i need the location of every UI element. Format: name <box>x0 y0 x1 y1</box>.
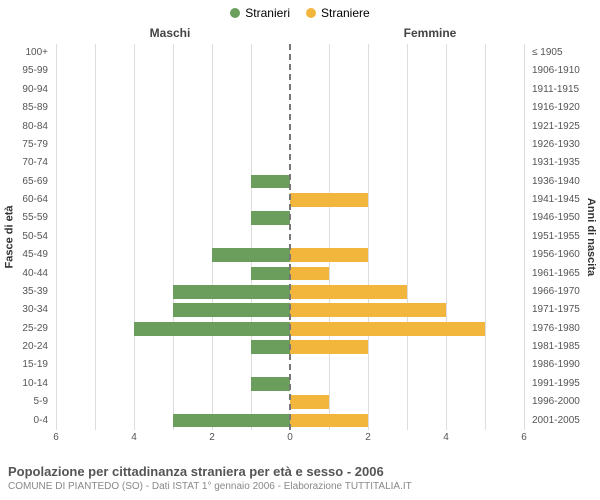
ytick-age: 10-14 <box>0 375 48 393</box>
bar-female <box>290 395 329 409</box>
ytick-age: 55-59 <box>0 209 48 227</box>
xtick: 4 <box>131 432 137 443</box>
ytick-age: 90-94 <box>0 81 48 99</box>
ytick-birth: 1916-1920 <box>532 99 600 117</box>
ytick-age: 70-74 <box>0 154 48 172</box>
bar-male <box>173 414 290 428</box>
ytick-age: 95-99 <box>0 62 48 80</box>
ytick-age: 50-54 <box>0 228 48 246</box>
ytick-age: 25-29 <box>0 320 48 338</box>
legend: Stranieri Straniere <box>0 0 600 20</box>
bar-female <box>290 414 368 428</box>
bar-male <box>251 340 290 354</box>
bar-female <box>290 322 485 336</box>
bar-male <box>251 211 290 225</box>
column-header-male: Maschi <box>0 26 300 40</box>
column-headers: Maschi Femmine <box>0 26 600 40</box>
xtick: 2 <box>209 432 215 443</box>
legend-label-female: Straniere <box>321 6 370 20</box>
ytick-birth: 1906-1910 <box>532 62 600 80</box>
ytick-birth: 1926-1930 <box>532 136 600 154</box>
bar-female <box>290 303 446 317</box>
ytick-birth: 1951-1955 <box>532 228 600 246</box>
ytick-age: 80-84 <box>0 118 48 136</box>
xtick: 2 <box>365 432 371 443</box>
ytick-birth: 1986-1990 <box>532 356 600 374</box>
y-ticks-age: 100+95-9990-9485-8980-8475-7970-7465-696… <box>0 44 52 430</box>
ytick-age: 0-4 <box>0 412 48 430</box>
xtick: 4 <box>443 432 449 443</box>
ytick-birth: 1976-1980 <box>532 320 600 338</box>
ytick-birth: ≤ 1905 <box>532 44 600 62</box>
bar-male <box>251 267 290 281</box>
legend-label-male: Stranieri <box>245 6 290 20</box>
bar-male <box>251 377 290 391</box>
ytick-age: 65-69 <box>0 173 48 191</box>
chart-title: Popolazione per cittadinanza straniera p… <box>8 464 592 479</box>
bar-male <box>173 303 290 317</box>
ytick-age: 100+ <box>0 44 48 62</box>
axis-zero-line <box>289 44 291 430</box>
pyramid-chart <box>56 44 524 430</box>
ytick-birth: 1941-1945 <box>532 191 600 209</box>
xtick: 6 <box>53 432 59 443</box>
y-ticks-birth: ≤ 19051906-19101911-19151916-19201921-19… <box>528 44 600 430</box>
ytick-birth: 1971-1975 <box>532 301 600 319</box>
ytick-birth: 1921-1925 <box>532 118 600 136</box>
ytick-birth: 1911-1915 <box>532 81 600 99</box>
bar-female <box>290 267 329 281</box>
ytick-birth: 1931-1935 <box>532 154 600 172</box>
ytick-age: 35-39 <box>0 283 48 301</box>
legend-swatch-female <box>306 8 316 18</box>
bar-male <box>134 322 290 336</box>
ytick-age: 85-89 <box>0 99 48 117</box>
chart-subtitle: COMUNE DI PIANTEDO (SO) - Dati ISTAT 1° … <box>8 481 592 492</box>
ytick-age: 5-9 <box>0 393 48 411</box>
bar-male <box>251 175 290 189</box>
chart-footer: Popolazione per cittadinanza straniera p… <box>8 464 592 492</box>
column-header-female: Femmine <box>300 26 600 40</box>
x-axis-ticks: 6 4 2 0 2 4 6 <box>56 432 524 446</box>
ytick-age: 75-79 <box>0 136 48 154</box>
ytick-age: 15-19 <box>0 356 48 374</box>
ytick-age: 40-44 <box>0 265 48 283</box>
ytick-birth: 1981-1985 <box>532 338 600 356</box>
ytick-birth: 1936-1940 <box>532 173 600 191</box>
bar-male <box>173 285 290 299</box>
legend-item-female: Straniere <box>306 6 370 20</box>
ytick-age: 20-24 <box>0 338 48 356</box>
xtick: 0 <box>287 432 293 443</box>
ytick-birth: 1966-1970 <box>532 283 600 301</box>
ytick-birth: 1956-1960 <box>532 246 600 264</box>
legend-swatch-male <box>230 8 240 18</box>
bar-male <box>212 248 290 262</box>
bar-female <box>290 193 368 207</box>
bar-female <box>290 340 368 354</box>
legend-item-male: Stranieri <box>230 6 290 20</box>
ytick-birth: 1961-1965 <box>532 265 600 283</box>
ytick-birth: 1946-1950 <box>532 209 600 227</box>
xtick: 6 <box>521 432 527 443</box>
ytick-age: 60-64 <box>0 191 48 209</box>
ytick-age: 30-34 <box>0 301 48 319</box>
bar-female <box>290 248 368 262</box>
ytick-birth: 1996-2000 <box>532 393 600 411</box>
ytick-age: 45-49 <box>0 246 48 264</box>
ytick-birth: 1991-1995 <box>532 375 600 393</box>
bar-female <box>290 285 407 299</box>
ytick-birth: 2001-2005 <box>532 412 600 430</box>
